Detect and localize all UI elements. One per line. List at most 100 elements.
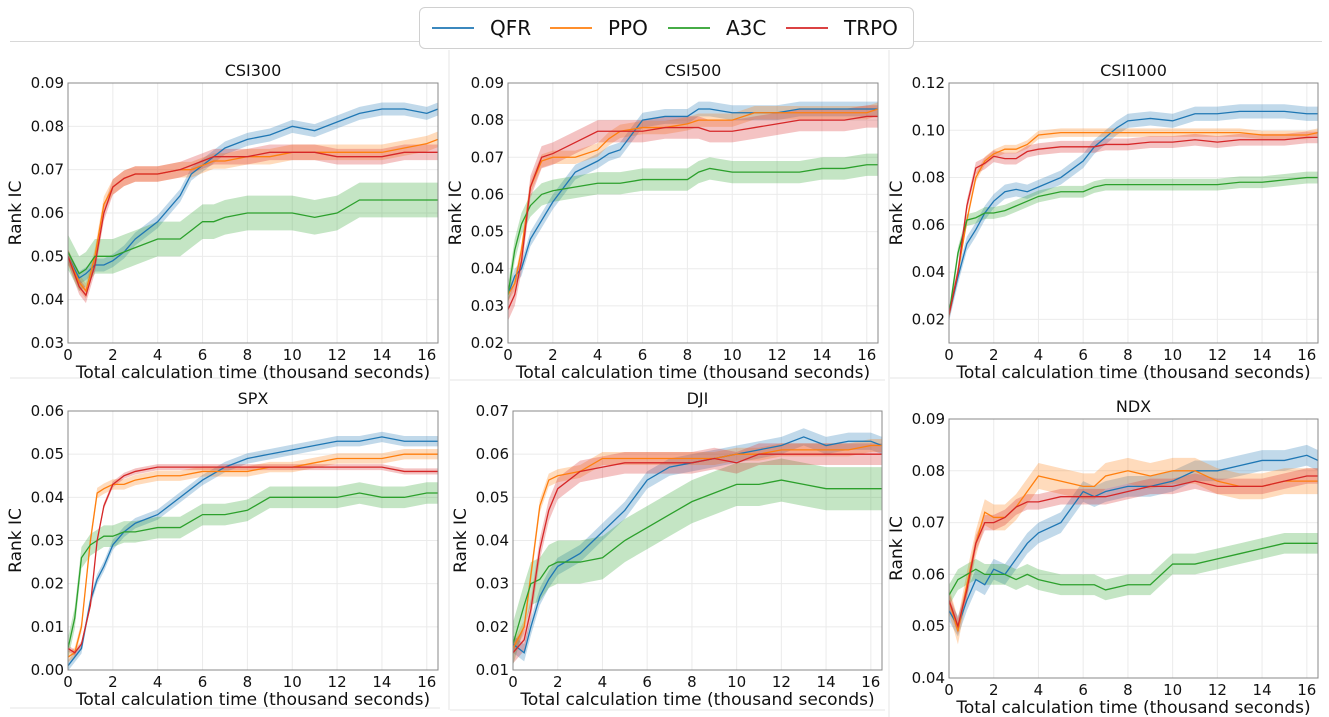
line-qfr bbox=[68, 436, 438, 667]
line-trpo bbox=[508, 115, 878, 310]
y-tick-label: 0.04 bbox=[471, 260, 504, 278]
band-qfr bbox=[513, 428, 882, 662]
x-tick-label: 6 bbox=[198, 346, 208, 364]
panel-title: CSI1000 bbox=[1100, 61, 1167, 80]
x-tick-label: 2 bbox=[989, 681, 999, 699]
x-tick-label: 6 bbox=[642, 673, 652, 691]
band-trpo bbox=[508, 105, 878, 321]
x-axis-label: Total calculation time (thousand seconds… bbox=[955, 698, 1310, 717]
plot-frame bbox=[507, 82, 879, 344]
x-tick-label: 16 bbox=[417, 673, 436, 691]
legend-entry-a3c: A3C bbox=[668, 16, 766, 40]
band-trpo bbox=[68, 144, 438, 304]
legend-entries: QFR PPO A3C TRPO bbox=[432, 16, 898, 40]
x-tick-label: 6 bbox=[1078, 346, 1088, 364]
panel-title: CSI500 bbox=[665, 61, 722, 80]
x-tick-label: 8 bbox=[683, 346, 693, 364]
grid bbox=[507, 82, 878, 344]
x-tick-label: 8 bbox=[243, 346, 253, 364]
line-ppo bbox=[68, 453, 438, 658]
line-trpo bbox=[949, 136, 1318, 315]
panel-title: SPX bbox=[238, 389, 269, 408]
y-axis-label: Rank IC bbox=[6, 508, 26, 573]
x-tick-label: 12 bbox=[328, 673, 347, 691]
x-tick-label: 10 bbox=[1163, 346, 1182, 364]
x-tick-label: 12 bbox=[768, 346, 787, 364]
plot-frame bbox=[948, 82, 1319, 344]
legend-label: TRPO bbox=[843, 16, 898, 40]
x-tick-label: 16 bbox=[417, 346, 436, 364]
x-tick-label: 8 bbox=[687, 673, 697, 691]
x-axis-label: Total calculation time (thousand seconds… bbox=[519, 690, 874, 710]
panel-csi1000: 0 2 4 6 8 10 12 14 16 0.02 0.04 0.06 0.08 0.10 0.12 CSI… bbox=[887, 61, 1319, 383]
x-tick-label: 4 bbox=[153, 346, 163, 364]
legend-entry-qfr: QFR bbox=[432, 16, 531, 40]
band-a3c bbox=[949, 532, 1318, 606]
y-tick-label: 0.10 bbox=[912, 121, 945, 139]
x-tick-label: 4 bbox=[1034, 346, 1044, 364]
y-tick-label: 0.06 bbox=[31, 402, 64, 420]
y-tick-label: 0.04 bbox=[912, 263, 945, 281]
y-axis-label: Rank IC bbox=[6, 181, 26, 246]
line-trpo bbox=[68, 151, 438, 297]
y-tick-label: 0.01 bbox=[476, 661, 509, 679]
x-tick-label: 12 bbox=[772, 673, 791, 691]
y-tick-label: 0.06 bbox=[31, 204, 64, 222]
x-tick-label: 4 bbox=[598, 673, 608, 691]
x-tick-label: 2 bbox=[989, 346, 999, 364]
y-tick-label: 0.05 bbox=[476, 488, 509, 506]
line-qfr bbox=[508, 108, 878, 295]
plot-frame bbox=[512, 410, 883, 671]
x-tick-label: 8 bbox=[1123, 346, 1133, 364]
line-ppo bbox=[949, 131, 1318, 315]
x-tick-label: 0 bbox=[944, 681, 954, 699]
x-tick-label: 14 bbox=[1253, 681, 1272, 699]
legend-entry-trpo: TRPO bbox=[786, 16, 898, 40]
y-tick-label: 0.01 bbox=[31, 618, 64, 636]
x-tick-label: 10 bbox=[727, 673, 746, 691]
x-tick-label: 2 bbox=[553, 673, 563, 691]
y-tick-label: 0.00 bbox=[31, 661, 64, 679]
y-tick-label: 0.05 bbox=[31, 445, 64, 463]
line-qfr bbox=[68, 108, 438, 279]
y-tick-label: 0.07 bbox=[31, 161, 64, 179]
y-tick-label: 0.06 bbox=[471, 185, 504, 203]
x-tick-label: 0 bbox=[508, 673, 518, 691]
y-tick-label: 0.07 bbox=[476, 402, 509, 420]
x-tick-label: 14 bbox=[817, 673, 836, 691]
band-qfr bbox=[949, 444, 1318, 637]
y-tick-label: 0.02 bbox=[476, 618, 509, 636]
x-tick-label: 4 bbox=[1034, 681, 1044, 699]
x-tick-label: 10 bbox=[1163, 681, 1182, 699]
y-tick-label: 0.02 bbox=[471, 334, 504, 352]
y-tick-label: 0.03 bbox=[476, 575, 509, 593]
line-trpo bbox=[949, 475, 1318, 629]
y-tick-label: 0.03 bbox=[31, 334, 64, 352]
y-tick-label: 0.06 bbox=[912, 565, 945, 583]
panel-title: DJI bbox=[687, 389, 709, 408]
y-tick-label: 0.04 bbox=[31, 488, 64, 506]
plot-frame bbox=[67, 82, 439, 344]
x-tick-label: 10 bbox=[723, 346, 742, 364]
y-tick-label: 0.04 bbox=[912, 669, 945, 687]
line-a3c bbox=[68, 492, 438, 649]
x-tick-label: 16 bbox=[857, 346, 876, 364]
line-a3c bbox=[513, 479, 882, 645]
legend-label: A3C bbox=[726, 16, 766, 40]
x-tick-label: 4 bbox=[593, 346, 603, 364]
panel-title: CSI300 bbox=[225, 61, 282, 80]
band-trpo bbox=[949, 468, 1318, 634]
band-ppo bbox=[949, 457, 1318, 645]
panel-title: NDX bbox=[1116, 397, 1151, 416]
y-tick-label: 0.04 bbox=[476, 532, 509, 550]
x-tick-label: 2 bbox=[108, 346, 118, 364]
x-tick-label: 14 bbox=[372, 673, 391, 691]
line-qfr bbox=[513, 436, 882, 654]
x-axis-label: Total calculation time (thousand seconds… bbox=[515, 363, 870, 383]
x-tick-label: 8 bbox=[243, 673, 253, 691]
y-tick-label: 0.09 bbox=[912, 410, 945, 428]
panel-spx: 0 2 4 6 8 10 12 14 16 0.00 0.01 0.02 0.03 0.04 0.05 0.0… bbox=[6, 389, 439, 710]
y-tick-label: 0.05 bbox=[912, 617, 945, 635]
band-a3c bbox=[68, 482, 438, 660]
legend-label: PPO bbox=[608, 16, 648, 40]
